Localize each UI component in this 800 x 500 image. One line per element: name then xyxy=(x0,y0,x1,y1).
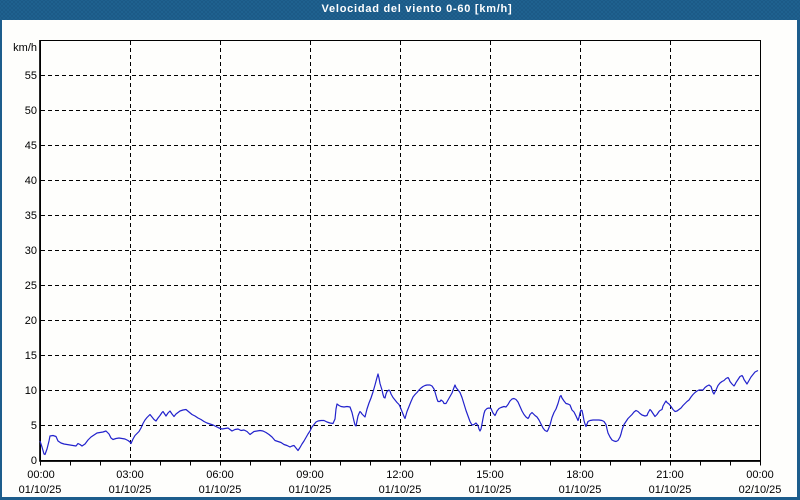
svg-text:09:00: 09:00 xyxy=(296,469,324,481)
svg-text:35: 35 xyxy=(25,210,37,222)
svg-text:01/10/25: 01/10/25 xyxy=(19,484,62,496)
svg-text:01/10/25: 01/10/25 xyxy=(559,484,602,496)
svg-text:55: 55 xyxy=(25,70,37,82)
svg-text:25: 25 xyxy=(25,280,37,292)
svg-text:45: 45 xyxy=(25,140,37,152)
svg-text:20: 20 xyxy=(25,315,37,327)
svg-text:50: 50 xyxy=(25,105,37,117)
svg-text:km/h: km/h xyxy=(13,42,37,54)
svg-text:02/10/25: 02/10/25 xyxy=(739,484,782,496)
svg-text:01/10/25: 01/10/25 xyxy=(109,484,152,496)
svg-text:01/10/25: 01/10/25 xyxy=(469,484,512,496)
svg-text:15:00: 15:00 xyxy=(476,469,504,481)
svg-text:30: 30 xyxy=(25,245,37,257)
svg-text:5: 5 xyxy=(31,420,37,432)
svg-text:10: 10 xyxy=(25,385,37,397)
svg-text:00:00: 00:00 xyxy=(27,469,55,481)
svg-text:01/10/25: 01/10/25 xyxy=(199,484,242,496)
svg-text:21:00: 21:00 xyxy=(656,469,684,481)
svg-text:40: 40 xyxy=(25,175,37,187)
svg-text:00:00: 00:00 xyxy=(746,469,774,481)
svg-text:01/10/25: 01/10/25 xyxy=(649,484,692,496)
svg-text:06:00: 06:00 xyxy=(206,469,234,481)
svg-text:12:00: 12:00 xyxy=(386,469,414,481)
svg-text:0: 0 xyxy=(31,455,37,467)
svg-text:15: 15 xyxy=(25,350,37,362)
svg-text:03:00: 03:00 xyxy=(116,469,144,481)
svg-text:18:00: 18:00 xyxy=(566,469,594,481)
svg-text:01/10/25: 01/10/25 xyxy=(379,484,422,496)
svg-text:01/10/25: 01/10/25 xyxy=(289,484,332,496)
